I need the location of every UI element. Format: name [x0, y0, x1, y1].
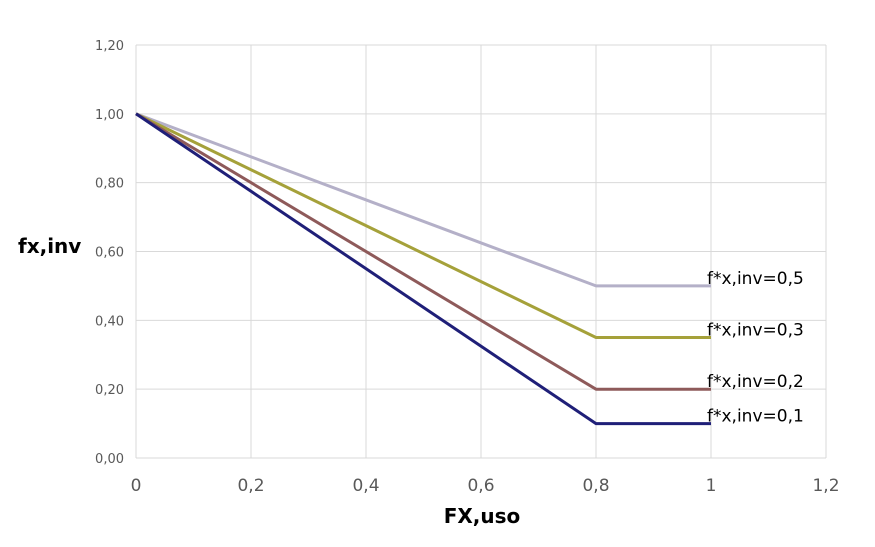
series-label-3: f*x,inv=0,2 — [707, 372, 804, 392]
y-tick-label: 0,00 — [95, 452, 124, 467]
y-tick-label: 0,60 — [95, 246, 124, 261]
x-tick-label: 0,6 — [467, 476, 494, 496]
y-axis-ticks: 0,00 0,20 0,40 0,60 0,80 1,00 1,20 — [95, 39, 124, 467]
y-axis-title: fx,inv — [18, 234, 81, 258]
series-label-2: f*x,inv=0,3 — [707, 321, 804, 341]
y-tick-label: 1,20 — [95, 39, 124, 54]
x-tick-label: 0,2 — [237, 476, 264, 496]
x-tick-label: 0,4 — [352, 476, 379, 496]
y-tick-label: 0,20 — [95, 383, 124, 398]
series-line-2 — [135, 112, 711, 339]
series-label-1: f*x,inv=0,5 — [707, 269, 804, 289]
series-label-4: f*x,inv=0,1 — [707, 407, 804, 427]
x-tick-label: 0 — [131, 476, 142, 496]
y-tick-label: 0,80 — [95, 177, 124, 192]
gridlines — [135, 44, 827, 459]
x-axis-title: FX,uso — [444, 504, 521, 528]
y-tick-label: 0,40 — [95, 314, 124, 329]
y-tick-label: 1,00 — [95, 108, 124, 123]
series-line-4 — [135, 112, 711, 426]
series-line-3 — [135, 112, 711, 391]
x-tick-label: 0,8 — [582, 476, 609, 496]
series-line-1 — [135, 112, 711, 288]
x-axis-ticks: 0 0,2 0,4 0,6 0,8 1 1,2 — [131, 476, 840, 496]
series-lines — [135, 112, 711, 426]
x-tick-label: 1 — [706, 476, 717, 496]
series-labels: f*x,inv=0,5 f*x,inv=0,3 f*x,inv=0,2 f*x,inv… — [707, 269, 804, 427]
x-tick-label: 1,2 — [812, 476, 839, 496]
